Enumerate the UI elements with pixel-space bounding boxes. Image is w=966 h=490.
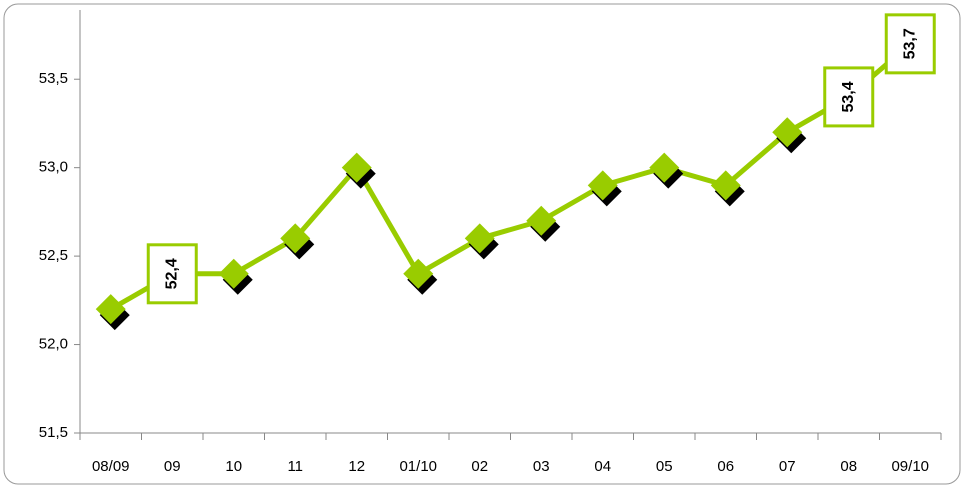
value-label: 53,7 (901, 28, 918, 59)
marker (403, 258, 434, 289)
value-label-box (823, 66, 875, 128)
x-tick-label: 01/10 (399, 458, 437, 475)
marker (341, 152, 372, 183)
value-label: 52,4 (163, 258, 180, 289)
y-tick-label: 53,5 (39, 70, 68, 87)
x-tick-label: 04 (594, 458, 611, 475)
marker (587, 170, 618, 201)
x-tick-label: 08/09 (92, 458, 130, 475)
y-tick-label: 53,0 (39, 159, 68, 176)
marker (95, 294, 126, 325)
x-tick-label: 02 (471, 458, 488, 475)
y-tick-label: 52,0 (39, 336, 68, 353)
x-tick-label: 09 (164, 458, 181, 475)
series-line (109, 41, 912, 312)
marker (526, 205, 557, 236)
x-tick-label: 05 (656, 458, 673, 475)
x-tick-label: 12 (348, 458, 365, 475)
y-tick-label: 51,5 (39, 424, 68, 441)
marker (464, 223, 495, 254)
x-tick-label: 08 (840, 458, 857, 475)
value-label-box (884, 13, 936, 75)
x-tick-label: 10 (225, 458, 242, 475)
x-tick-label: 11 (287, 458, 303, 475)
marker (218, 258, 249, 289)
y-tick-label: 52,5 (39, 247, 68, 264)
marker (710, 170, 741, 201)
x-tick-label: 06 (717, 458, 734, 475)
value-label-box (146, 243, 198, 305)
marker (649, 152, 680, 183)
x-tick-label: 07 (779, 458, 796, 475)
marker (772, 117, 803, 148)
x-tick-label: 03 (533, 458, 550, 475)
marker (280, 223, 311, 254)
x-tick-label: 09/10 (891, 458, 929, 475)
value-label: 53,4 (840, 81, 857, 112)
